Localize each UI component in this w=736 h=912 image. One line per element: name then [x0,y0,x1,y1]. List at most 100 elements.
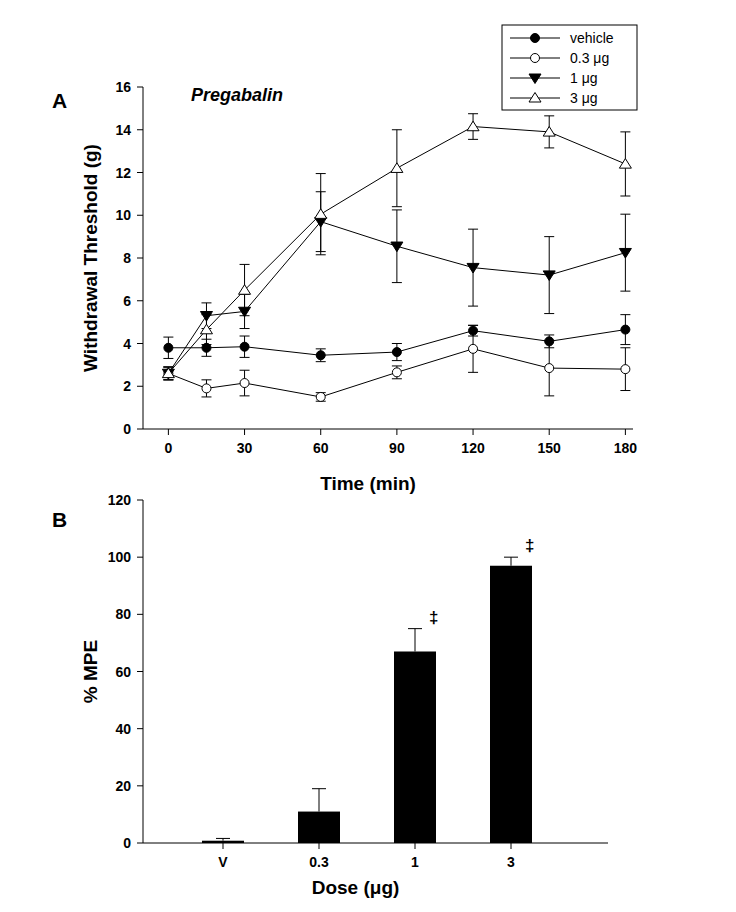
x-tick [473,429,474,435]
x-tick-label: 3 [507,854,515,870]
x-tick-label: 90 [389,440,405,456]
error-bar [312,789,326,812]
error-cap [240,395,250,396]
error-cap [468,113,478,114]
y-tick-label: 120 [108,492,132,508]
legend-label: 0.3 μg [570,50,609,66]
error-stem [319,789,320,812]
y-tick [137,500,143,501]
y-tick-label: 4 [123,336,131,352]
x-tick-label: 30 [237,440,253,456]
marker [392,368,401,377]
error-bar [468,325,478,372]
marker [543,126,555,136]
marker [392,348,401,357]
legend-label: vehicle [570,30,614,46]
panel-label: B [52,508,67,531]
x-tick-label: 0 [164,440,172,456]
error-bar [620,214,630,291]
error-cap [468,372,478,373]
y-tick-label: 0 [123,835,131,851]
y-tick [137,386,143,387]
error-cap [240,336,250,337]
legend-marker [529,93,541,103]
error-bar [392,344,402,361]
error-cap [468,306,478,307]
error-cap [240,264,250,265]
error-bar [240,370,250,396]
error-cap [392,378,402,379]
error-cap [620,347,630,348]
error-bar [468,229,478,306]
error-cap [620,291,630,292]
error-bar [201,380,211,397]
marker [621,365,630,374]
x-tick [415,843,416,849]
marker [202,343,211,352]
legend-label: 3 μg [570,90,598,106]
y-tick-label: 0 [123,421,131,437]
error-cap [163,379,173,380]
y-tick-label: 10 [115,207,131,223]
error-cap [163,379,173,380]
error-bar [544,237,554,314]
y-tick [137,557,143,558]
error-bar [392,210,402,283]
y-tick-label: 100 [108,549,132,565]
y-tick [137,215,143,216]
marker [200,324,212,334]
marker [391,163,403,173]
error-bar [240,264,250,315]
plot-data [162,114,631,402]
legend-marker [529,74,541,84]
error-bar [392,366,402,379]
error-cap [163,379,173,380]
error-cap [544,395,554,396]
error-stem [415,629,416,652]
error-bar [216,838,230,840]
error-cap [468,325,478,326]
marker [619,159,631,169]
error-bar [620,132,630,196]
y-tick [137,614,143,615]
error-cap [392,360,402,361]
marker [469,344,478,353]
plot-data [202,557,532,843]
error-cap [544,236,554,237]
title: Pregabalin [191,85,283,105]
error-cap [216,838,230,839]
error-bar [240,336,250,357]
error-cap [468,229,478,230]
error-cap [544,334,554,335]
marker [239,285,251,295]
error-cap [201,379,211,380]
y-tick [137,429,143,430]
y-tick [137,671,143,672]
x-tick-label: 0.3 [309,854,329,870]
marker [391,242,403,252]
y-axis-label: Withdrawal Threshold (g) [80,144,101,372]
panel-label: A [52,89,67,112]
error-cap [392,282,402,283]
error-cap [620,131,630,132]
error-cap [504,557,518,558]
x-tick [625,429,626,435]
marker [162,368,174,378]
error-cap [163,358,173,359]
error-cap [544,147,554,148]
error-cap [201,344,211,345]
y-tick [137,843,143,844]
error-cap [620,344,630,345]
error-cap [163,337,173,338]
error-cap [240,328,250,329]
error-bar [163,337,173,358]
error-cap [316,348,326,349]
error-cap [408,628,422,629]
y-tick [137,87,143,88]
error-cap [240,315,250,316]
error-cap [620,314,630,315]
x-axis-label: Time (min) [320,473,416,494]
error-bar [620,348,630,391]
y-tick [137,172,143,173]
significance-marker: ‡ [429,608,438,627]
